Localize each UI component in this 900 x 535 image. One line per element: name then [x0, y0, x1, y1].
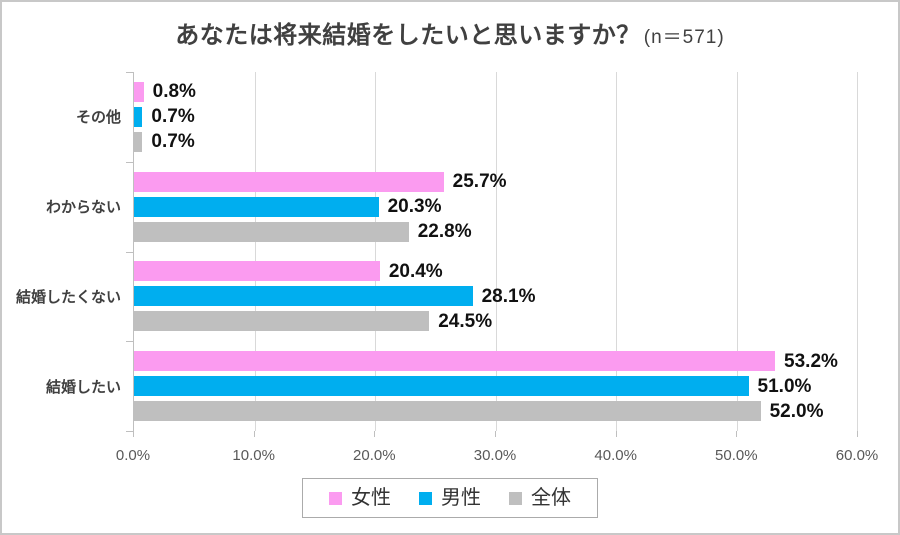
- bar-row: 20.4%: [134, 260, 857, 282]
- bar-male: [134, 376, 749, 397]
- gridline: [495, 72, 497, 431]
- bar-male: [134, 106, 143, 127]
- bar-female: [134, 81, 144, 102]
- category-label: わからない: [45, 199, 121, 217]
- chart-title: あなたは将来結婚をしたいと思いますか？ (n＝571): [2, 15, 898, 50]
- category-band: 53.2% 51.0% 52.0%: [126, 341, 857, 432]
- gridline: [616, 72, 617, 431]
- legend-label-male: 男性: [441, 487, 481, 509]
- bar-value-label: 20.3%: [387, 196, 442, 218]
- bar-value-label: 51.0%: [757, 375, 812, 397]
- plot-area: 0.8% 0.7% 0.7% 25.7% 20.3% 22.8% 20.4% 28.1% 24.…: [126, 72, 858, 432]
- gridline: [736, 72, 738, 431]
- x-axis-tick: [133, 431, 134, 437]
- legend: 女性 男性 全体: [302, 478, 598, 518]
- bar-value-label: 25.7%: [452, 171, 507, 193]
- legend-label-female: 女性: [351, 487, 391, 509]
- category-band: 20.4% 28.1% 24.5%: [126, 251, 857, 342]
- bar-row: 52.0%: [134, 400, 857, 422]
- bar-value-label: 0.7%: [151, 131, 195, 153]
- bar-row: 20.3%: [134, 196, 857, 218]
- bar-value-label: 53.2%: [784, 350, 838, 372]
- female-swatch-icon: [329, 491, 342, 505]
- x-axis-label: 10.0%: [232, 447, 275, 464]
- chart-title-sample-size: (n＝571): [643, 27, 725, 48]
- bar-row: 22.8%: [134, 221, 857, 243]
- gridline: [857, 72, 858, 431]
- x-axis-label: 20.0%: [353, 447, 396, 464]
- bar-overall: [134, 221, 409, 242]
- x-axis-label: 60.0%: [835, 447, 879, 464]
- bar-overall: [134, 131, 143, 152]
- x-axis-label: 40.0%: [594, 447, 637, 464]
- bar-row: 24.5%: [134, 310, 857, 332]
- legend-item-female: 女性: [329, 487, 391, 509]
- category-band: 25.7% 20.3% 22.8%: [126, 161, 857, 252]
- x-axis-label: 50.0%: [715, 447, 758, 464]
- bar-male: [134, 196, 379, 217]
- bar-male: [134, 286, 473, 307]
- legend-label-overall: 全体: [531, 487, 571, 509]
- gridline: [254, 72, 256, 431]
- x-axis-label: 30.0%: [473, 447, 517, 464]
- x-axis-tick: [253, 431, 255, 437]
- category-label: その他: [75, 109, 121, 127]
- bar-female: [134, 171, 444, 192]
- category-labels: その他わからない結婚したくない結婚したい: [2, 72, 121, 431]
- bar-row: 0.7%: [134, 106, 857, 128]
- chart-title-text: あなたは将来結婚をしたいと思いますか？: [175, 22, 641, 49]
- x-axis-tick: [495, 431, 496, 437]
- x-axis-tick: [736, 431, 738, 437]
- bar-female: [134, 351, 776, 372]
- bar-overall: [134, 311, 430, 332]
- bar-value-label: 28.1%: [481, 285, 536, 307]
- x-axis: 0.0% 10.0% 20.0% 30.0% 40.0% 50.0% 60.0%: [116, 431, 878, 471]
- bar-row: 51.0%: [134, 375, 857, 397]
- bar-overall: [134, 401, 761, 422]
- bar-row: 0.8%: [134, 81, 857, 103]
- x-axis-tick: [374, 431, 376, 437]
- legend-item-male: 男性: [419, 487, 481, 509]
- bar-row: 53.2%: [134, 350, 857, 372]
- overall-swatch-icon: [509, 491, 522, 505]
- x-axis-tick: [857, 431, 858, 437]
- category-label: 結婚したくない: [15, 288, 121, 306]
- bar-value-label: 52.0%: [769, 400, 824, 422]
- bar-value-label: 20.4%: [388, 260, 443, 282]
- x-axis-tick: [615, 431, 617, 437]
- bar-value-label: 24.5%: [438, 310, 493, 332]
- bar-row: 25.7%: [134, 171, 857, 193]
- x-axis-label: 0.0%: [115, 447, 151, 464]
- bar-row: 28.1%: [134, 285, 857, 307]
- gridline: [375, 72, 376, 431]
- legend-item-overall: 全体: [509, 487, 571, 509]
- category-label: 結婚したい: [45, 378, 121, 396]
- bar-row: 0.7%: [134, 131, 857, 153]
- bar-female: [134, 261, 380, 282]
- bar-value-label: 0.7%: [151, 106, 195, 128]
- bar-value-label: 0.8%: [152, 81, 196, 103]
- category-band: 0.8% 0.7% 0.7%: [126, 72, 857, 162]
- male-swatch-icon: [419, 491, 432, 505]
- bar-value-label: 22.8%: [417, 221, 472, 243]
